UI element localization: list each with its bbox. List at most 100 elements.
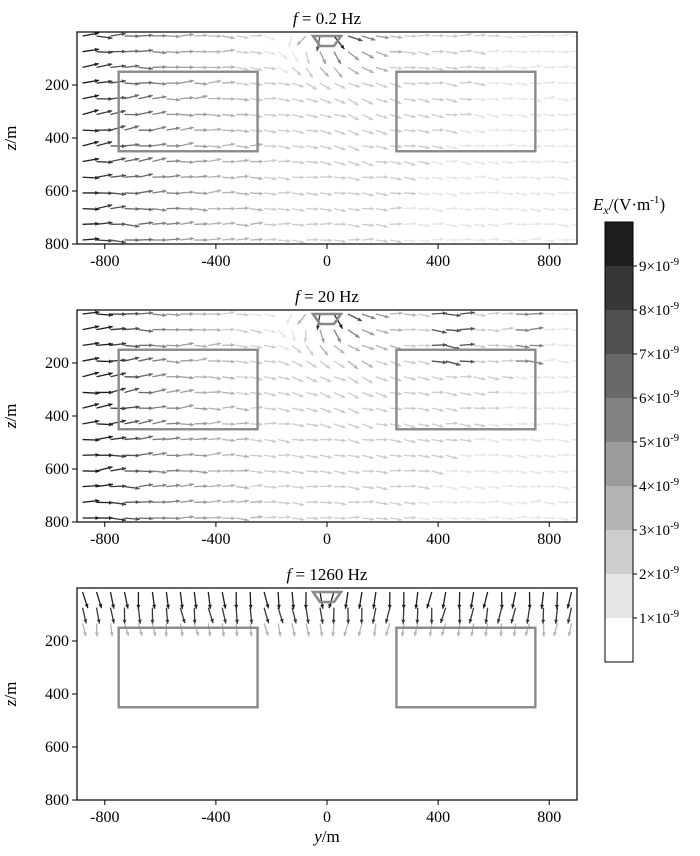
field-arrow [264,222,277,227]
field-arrow [291,98,305,103]
field-arrow [306,516,319,521]
field-arrow [319,623,324,637]
field-arrow [417,360,431,366]
field-arrow [109,591,115,609]
field-arrow [459,32,472,37]
field-arrow [375,192,389,197]
field-arrow [557,190,570,195]
field-arrow [515,501,528,506]
field-arrow [333,501,347,506]
field-arrow [292,485,305,490]
field-arrow [459,64,472,69]
field-arrow [543,342,556,347]
field-arrow [484,623,489,637]
field-arrow [165,591,170,609]
field-arrow [515,222,528,227]
field-arrow [305,98,319,103]
field-arrow [222,405,236,409]
field-arrow [445,66,459,71]
field-arrow [81,591,89,609]
field-arrow [384,607,391,624]
field-arrow [515,344,530,349]
field-arrow [180,141,194,147]
field-arrow [222,113,236,118]
field-arrow [236,407,249,412]
x-tick-label: 800 [537,253,561,270]
field-arrow [557,389,570,394]
field-arrow [571,407,577,410]
field-arrow [124,405,140,410]
field-arrow [166,159,181,164]
field-arrow [138,435,154,441]
field-arrow [515,143,528,148]
field-arrow [543,128,556,133]
field-arrow [194,390,208,395]
field-arrow [208,407,222,412]
field-arrow [152,419,167,425]
field-arrow [138,128,154,133]
field-arrow [543,469,556,474]
field-arrow [96,422,114,427]
field-arrow [208,189,222,194]
field-arrow [487,207,500,212]
field-arrow [152,81,167,86]
field-arrow [445,375,459,380]
field-arrow [543,437,556,442]
field-arrow [291,517,305,522]
field-arrow [515,113,528,119]
field-arrow [319,207,333,212]
field-arrow [571,176,577,179]
field-arrow [459,237,472,242]
field-arrow [557,81,570,85]
field-arrow [459,223,472,228]
field-arrow [305,82,318,90]
field-arrow [501,344,514,349]
field-arrow [361,113,374,121]
field-arrow [249,623,254,637]
field-arrow [264,158,277,163]
field-arrow [417,192,430,197]
field-arrow [236,437,250,441]
field-arrow [250,453,263,458]
field-arrow [375,360,389,366]
field-arrow [166,143,181,148]
field-arrow [297,313,307,325]
field-arrow [557,485,570,491]
field-arrow [236,329,249,334]
field-arrow [208,144,222,149]
field-arrow [456,623,461,637]
field-arrow [96,435,113,441]
source-marker [310,590,344,604]
field-arrow [375,51,389,58]
field-arrow [208,376,222,381]
field-arrow [250,438,263,443]
field-arrow [417,206,430,211]
field-arrow [137,607,142,624]
field-arrow [122,607,127,624]
field-arrow [431,192,444,197]
field-arrow [208,436,222,441]
field-arrow [96,482,114,488]
colorbar-level [605,618,633,662]
field-arrow [333,376,347,382]
field-arrow [473,437,486,442]
field-arrow [138,311,154,316]
colorbar-level [605,530,633,574]
field-arrow [389,328,403,333]
field-arrow [571,391,577,394]
field-arrow [344,591,349,609]
field-arrow [543,501,556,506]
field-arrow [403,438,416,444]
field-arrow [439,607,447,624]
field-arrow [571,485,577,489]
field-arrow [361,175,375,180]
field-arrow [375,437,389,442]
field-arrow [264,81,277,86]
field-arrow [445,223,458,228]
field-arrow [501,311,514,316]
field-arrow [277,438,291,444]
field-arrow [347,98,360,106]
field-arrow [347,423,360,429]
field-arrow [403,239,416,243]
field-arrow [305,145,319,150]
